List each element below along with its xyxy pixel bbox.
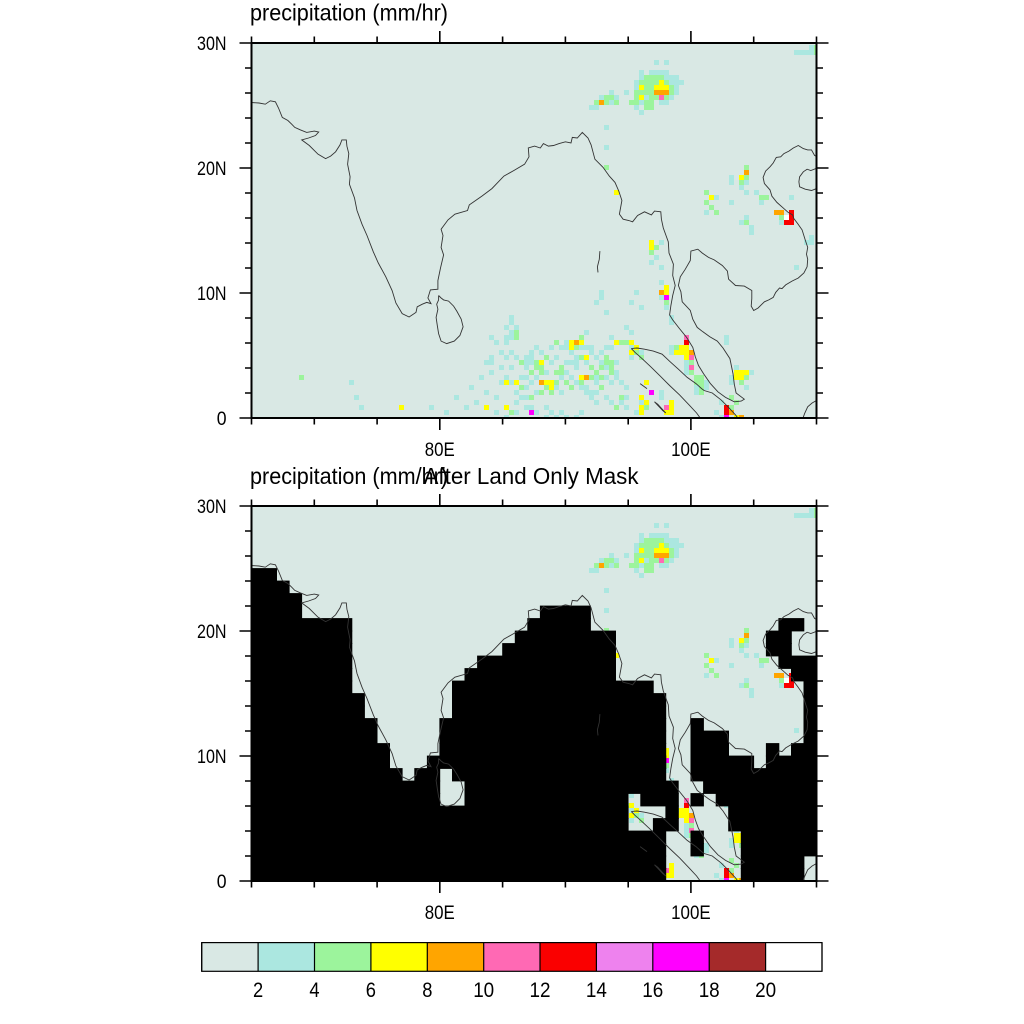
svg-text:8: 8 bbox=[422, 978, 432, 1002]
svg-text:14: 14 bbox=[586, 978, 607, 1002]
svg-text:10N: 10N bbox=[197, 747, 227, 768]
svg-text:80E: 80E bbox=[425, 440, 455, 461]
svg-text:precipitation (mm/hr): precipitation (mm/hr) bbox=[250, 463, 448, 489]
svg-text:12: 12 bbox=[530, 978, 551, 1002]
svg-text:0: 0 bbox=[217, 409, 227, 430]
svg-text:6: 6 bbox=[366, 978, 376, 1002]
svg-text:4: 4 bbox=[309, 978, 319, 1002]
svg-text:16: 16 bbox=[642, 978, 663, 1002]
svg-text:After Land Only Mask: After Land Only Mask bbox=[424, 463, 639, 489]
svg-text:10: 10 bbox=[473, 978, 494, 1002]
svg-text:30N: 30N bbox=[197, 497, 227, 518]
svg-text:0: 0 bbox=[217, 872, 227, 893]
svg-text:10N: 10N bbox=[197, 284, 227, 305]
svg-text:30N: 30N bbox=[197, 34, 227, 55]
svg-text:precipitation (mm/hr): precipitation (mm/hr) bbox=[250, 0, 448, 26]
svg-text:100E: 100E bbox=[671, 903, 711, 924]
svg-text:80E: 80E bbox=[425, 903, 455, 924]
svg-text:20: 20 bbox=[755, 978, 776, 1002]
svg-text:100E: 100E bbox=[671, 440, 711, 461]
svg-text:18: 18 bbox=[699, 978, 720, 1002]
svg-text:2: 2 bbox=[253, 978, 263, 1002]
svg-text:20N: 20N bbox=[197, 159, 227, 180]
svg-text:20N: 20N bbox=[197, 622, 227, 643]
